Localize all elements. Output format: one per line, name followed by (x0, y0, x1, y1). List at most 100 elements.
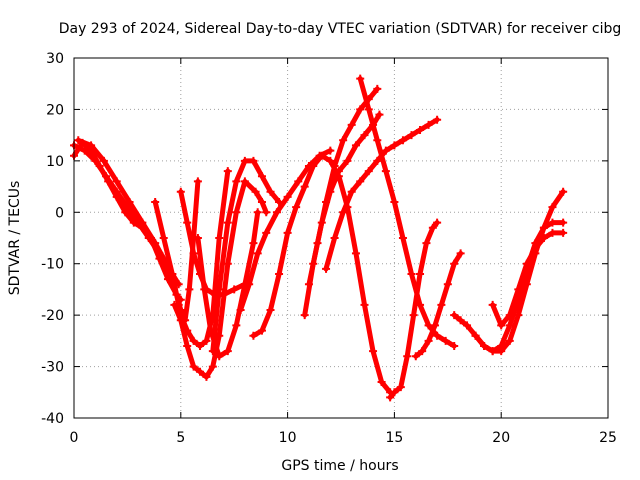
data-point (433, 331, 442, 340)
data-point (330, 234, 339, 242)
data-point (112, 187, 121, 196)
data-point (422, 239, 431, 248)
series-sat-p (386, 218, 442, 402)
data-point (356, 177, 365, 186)
data-point (202, 336, 211, 345)
data-point (390, 141, 399, 150)
data-point (317, 151, 326, 160)
data-point (189, 362, 198, 371)
data-point (559, 187, 568, 196)
data-point (480, 342, 489, 350)
data-point (356, 105, 365, 114)
data-point (548, 228, 557, 237)
data-point (398, 136, 407, 145)
data-point (300, 311, 309, 320)
data-point (471, 331, 480, 340)
data-point (257, 198, 266, 206)
data-point (450, 311, 459, 320)
data-point (151, 198, 160, 206)
data-point (339, 136, 348, 145)
data-point (215, 234, 224, 242)
data-point (396, 383, 405, 392)
data-point (497, 342, 506, 350)
data-point (266, 187, 275, 196)
data-point (245, 280, 254, 289)
data-point (232, 208, 241, 217)
data-point (424, 120, 433, 129)
data-point (463, 321, 472, 330)
series-sat-t (488, 228, 568, 330)
data-point (334, 167, 343, 176)
data-point (309, 162, 318, 170)
plot-frame (73, 57, 609, 419)
data-point (232, 177, 241, 186)
data-point (377, 378, 386, 386)
data-point (351, 141, 360, 150)
data-point (183, 326, 192, 335)
data-point (514, 285, 523, 294)
y-tick-label: -30 (41, 360, 64, 376)
data-point (294, 177, 303, 186)
data-point (450, 342, 459, 350)
data-point (251, 187, 260, 196)
data-point (433, 115, 442, 124)
data-point (223, 218, 232, 227)
data-point (381, 167, 390, 176)
data-point (428, 223, 437, 232)
data-point (236, 306, 245, 314)
data-point (364, 105, 373, 114)
data-point (373, 84, 382, 93)
data-point (369, 347, 378, 356)
data-point (441, 336, 450, 345)
data-point (249, 156, 258, 165)
data-point (559, 228, 568, 237)
data-point (450, 259, 459, 268)
data-point (381, 146, 390, 155)
data-point (343, 156, 352, 165)
series-sat-q (411, 249, 465, 361)
data-point (257, 326, 266, 335)
data-series (70, 74, 568, 402)
x-tick-label: 5 (176, 430, 185, 446)
data-point (202, 372, 211, 381)
data-point (424, 336, 433, 345)
data-point (416, 126, 425, 134)
data-point (407, 131, 416, 140)
data-point (326, 156, 335, 165)
data-point (430, 321, 439, 330)
data-point (347, 187, 356, 196)
data-point (531, 244, 540, 253)
data-point (74, 136, 83, 145)
data-point (539, 223, 548, 232)
data-point (253, 208, 262, 217)
data-point (403, 352, 412, 361)
data-point (386, 393, 395, 402)
data-point (80, 146, 89, 155)
data-point (292, 203, 301, 212)
data-point (176, 187, 185, 196)
data-point (159, 234, 168, 242)
data-point (539, 234, 548, 242)
data-point (407, 270, 416, 278)
data-point (330, 162, 339, 170)
y-tick-label: 10 (46, 154, 64, 170)
data-point (390, 198, 399, 206)
data-point (522, 259, 531, 268)
data-point (456, 316, 465, 325)
data-point (87, 141, 96, 150)
data-point (208, 362, 217, 371)
y-tick-label: -10 (41, 257, 64, 273)
data-point (240, 177, 249, 186)
data-point (488, 300, 497, 309)
y-tick-label: 30 (46, 51, 64, 67)
series-line (71, 140, 184, 303)
x-tick-label: 20 (492, 430, 510, 446)
data-point (351, 249, 360, 258)
data-point (398, 234, 407, 242)
data-point (196, 342, 205, 350)
y-tick-label: 0 (55, 205, 64, 221)
x-tick-label: 10 (279, 430, 297, 446)
data-point (373, 136, 382, 145)
data-point (272, 208, 281, 217)
x-tick-label: 0 (70, 430, 79, 446)
